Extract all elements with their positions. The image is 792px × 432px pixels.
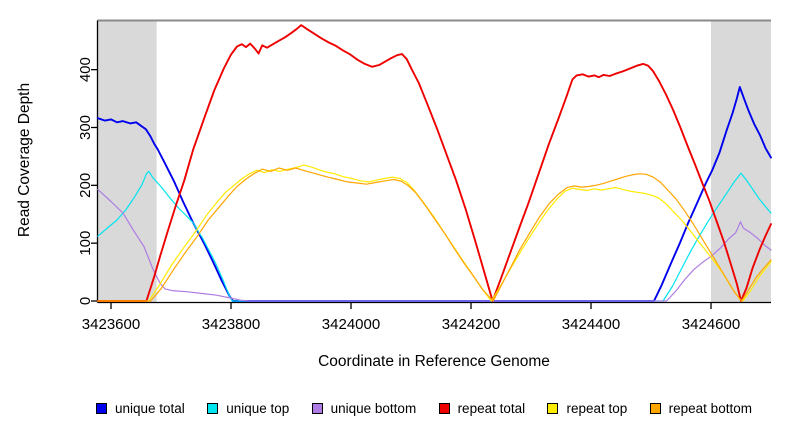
legend-swatch-icon [96,402,107,414]
series-line-repeat-total [96,24,772,302]
legend-swatch-icon [547,402,559,414]
legend-swatch-icon [207,402,219,414]
x-tick-label: 3423800 [202,316,260,333]
series-line-repeat-bottom [97,167,772,302]
series-line-unique-top [97,170,772,302]
series-line-unique-total [96,86,772,302]
legend-item-repeat-top: repeat top [547,401,627,416]
legend-swatch-icon [438,402,450,414]
legend-swatch-icon [649,402,661,414]
legend-label: unique top [226,400,290,416]
x-axis-title: Coordinate in Reference Genome [318,353,550,370]
y-axis-title: Read Coverage Depth [16,82,33,238]
y-tick-label: 200 [77,173,94,198]
shaded-region-0 [97,20,157,303]
legend-label: repeat bottom [668,400,752,416]
x-tick-label: 3424200 [442,316,500,333]
x-tick-label: 3424400 [562,316,620,333]
y-tick-label: 300 [77,115,94,140]
legend-label: unique bottom [330,400,417,416]
legend-label: repeat top [566,400,628,416]
y-tick-label: 400 [77,57,94,82]
y-tick-label: 0 [77,297,94,305]
shaded-region-1 [711,20,771,303]
x-tick-label: 3424000 [322,316,380,333]
x-tick-label: 3424600 [682,316,740,333]
legend-label: repeat total [457,400,526,416]
legend-item-unique-total: unique total [96,401,185,416]
legend-item-repeat-total: repeat total [438,400,526,416]
legend-item-unique-bottom: unique bottom [311,400,417,416]
plot-legend: unique total unique top unique bottom repea… [96,399,752,417]
legend-label: unique total [115,400,185,416]
x-tick-label: 3423600 [82,316,140,333]
series-line-unique-bottom [97,188,772,302]
legend-item-repeat-bottom: repeat bottom [649,400,752,416]
legend-swatch-icon [311,402,323,414]
legend-item-unique-top: unique top [207,401,289,416]
y-tick-label: 100 [77,231,94,256]
